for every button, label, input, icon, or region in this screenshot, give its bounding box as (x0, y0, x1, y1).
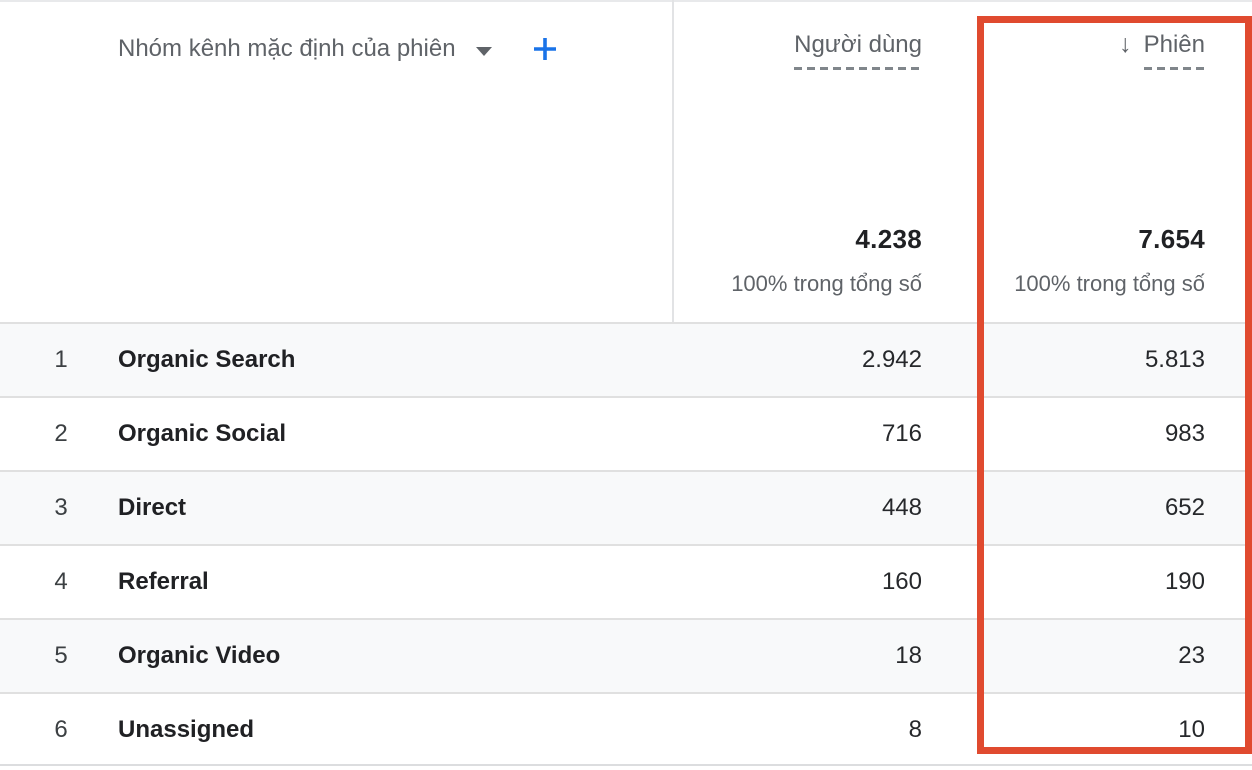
table-row: 5 Organic Video 18 23 (0, 618, 1252, 692)
row-label: Organic Search (118, 346, 296, 373)
table-row: 1 Organic Search 2.942 5.813 (0, 322, 1252, 396)
row-index: 6 (54, 716, 68, 743)
column-header-sessions-label: Phiên (1144, 31, 1205, 70)
row-sessions-value: 5.813 (1144, 346, 1205, 373)
row-sessions-value: 190 (1164, 568, 1205, 595)
row-users-value: 716 (881, 420, 922, 447)
total-users-value: 4.238 (855, 224, 922, 254)
row-index: 3 (54, 494, 68, 521)
row-label: Referral (118, 568, 209, 595)
row-index: 5 (54, 642, 68, 669)
total-users: 4.238 100% trong tổng số (731, 224, 922, 297)
row-users-value: 8 (908, 716, 922, 743)
row-label: Organic Video (118, 642, 281, 669)
table-row: 4 Referral 160 190 (0, 544, 1252, 618)
row-index: 4 (54, 568, 68, 595)
column-header-users-label: Người dùng (794, 31, 922, 70)
row-users-value: 160 (881, 568, 922, 595)
row-users-value: 18 (895, 642, 922, 669)
row-label: Organic Social (118, 420, 287, 447)
row-index: 1 (54, 346, 68, 373)
column-header-sessions[interactable]: ↓ Phiên (1119, 30, 1205, 70)
row-sessions-value: 23 (1178, 642, 1205, 669)
row-label: Unassigned (118, 716, 255, 743)
table-row: 6 Unassigned 8 10 (0, 692, 1252, 766)
arrow-drop-down-icon[interactable] (475, 46, 492, 56)
table-bottom-border (0, 764, 1252, 766)
table-top-border (0, 0, 1252, 2)
row-sessions-value: 652 (1164, 494, 1205, 521)
row-sessions-value: 983 (1164, 420, 1205, 447)
table-body: 1 Organic Search 2.942 5.813 2 Organic S… (0, 322, 1252, 766)
row-sessions-value: 10 (1178, 716, 1205, 743)
row-index: 2 (54, 420, 68, 447)
row-users-value: 448 (881, 494, 922, 521)
total-sessions: 7.654 100% trong tổng số (1014, 224, 1205, 297)
table-row: 3 Direct 448 652 (0, 470, 1252, 544)
table-row: 2 Organic Social 716 983 (0, 396, 1252, 470)
dimension-header-label[interactable]: Nhóm kênh mặc định của phiên (118, 35, 456, 62)
row-users-value: 2.942 (861, 346, 922, 373)
row-label: Direct (118, 494, 187, 521)
column-header-users[interactable]: Người dùng (794, 31, 922, 70)
dimension-header: Nhóm kênh mặc định của phiên (118, 32, 560, 66)
total-sessions-note: 100% trong tổng số (1014, 271, 1205, 296)
total-sessions-value: 7.654 (1138, 224, 1205, 254)
add-column-button[interactable] (530, 34, 560, 64)
total-users-note: 100% trong tổng số (731, 271, 922, 296)
plus-icon (533, 38, 556, 60)
sort-descending-icon: ↓ (1119, 30, 1132, 58)
